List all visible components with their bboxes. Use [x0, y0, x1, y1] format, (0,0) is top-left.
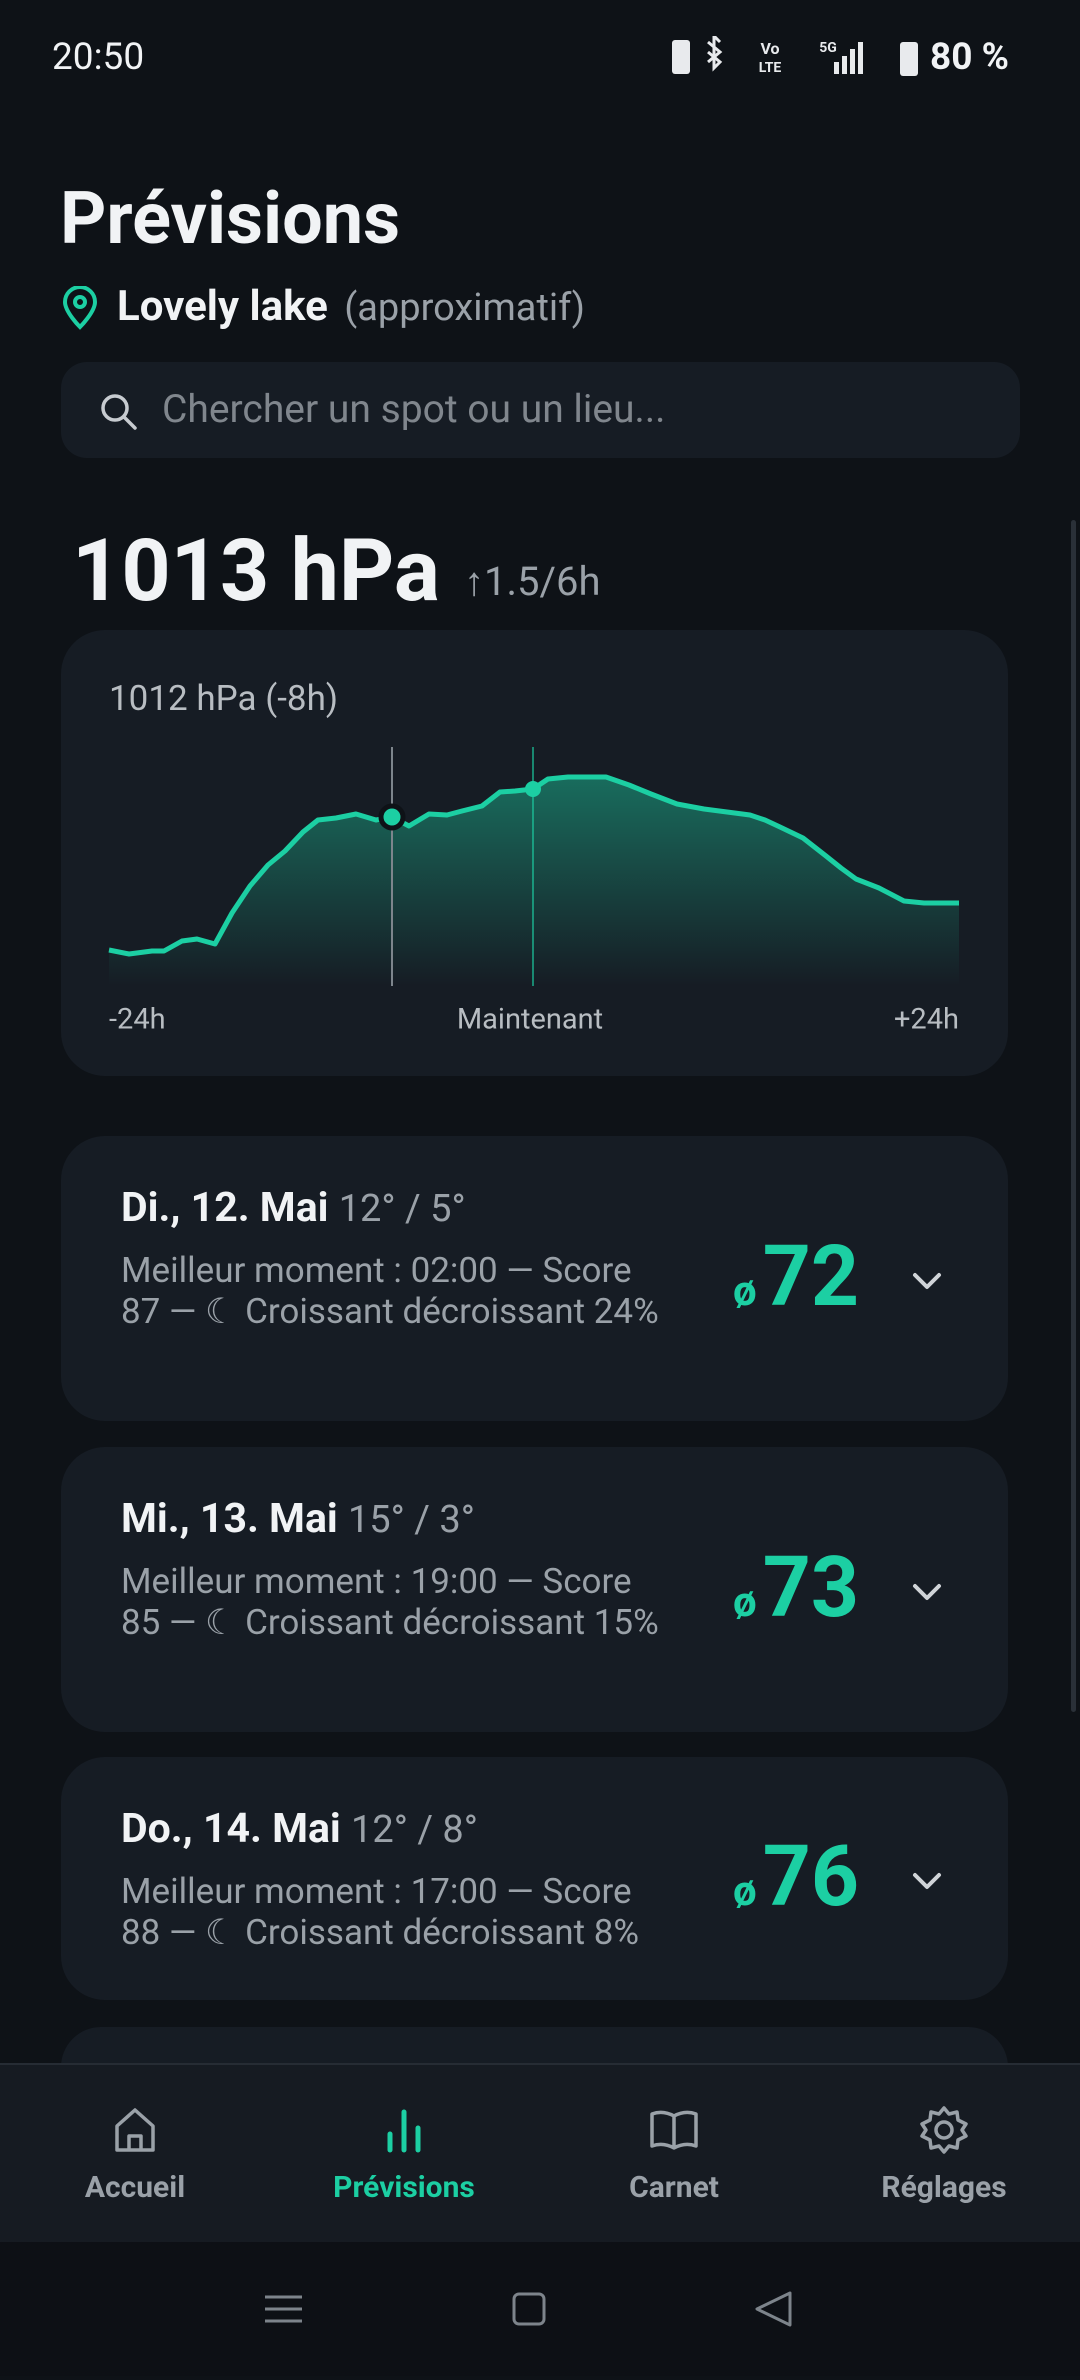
score-value: 73 [762, 1537, 860, 1637]
location-note: (approximatif) [344, 286, 585, 330]
day-detail: Meilleur moment : 02:00 — Score 87 — ☾ C… [121, 1250, 659, 1332]
day-score: ø76 [733, 1827, 859, 1926]
day-score: ø72 [733, 1227, 859, 1326]
system-nav [0, 2242, 1080, 2376]
page-title: Prévisions [60, 176, 401, 261]
curve-line [108, 774, 959, 957]
svg-text:5G: 5G [819, 40, 837, 56]
nav-icon [115, 2108, 155, 2152]
score-value: 76 [762, 1826, 860, 1926]
location-row: Lovely lake (approximatif) [117, 282, 585, 331]
scrollbar [1071, 520, 1076, 1712]
system-nav-icons [265, 2291, 792, 2327]
day-temps: 12° / 5° [338, 1187, 466, 1231]
pressure-label: 1012 hPa (-8h) [109, 678, 339, 719]
score-value: 72 [762, 1226, 860, 1326]
svg-text:Vo: Vo [760, 39, 779, 58]
status-icons: Vo LTE 5G [672, 36, 918, 76]
day-title: Mi., 13. Mai [121, 1495, 338, 1543]
day-temps: 15° / 3° [347, 1498, 475, 1542]
score-symbol: ø [733, 1577, 757, 1627]
nav-item[interactable]: Accueil [5, 2104, 265, 2205]
pressure-curve: -24h Maintenant +24h [108, 747, 959, 1037]
pressure-trend: ↑1.5/6h [464, 558, 601, 605]
day-detail: Meilleur moment : 17:00 — Score 88 — ☾ C… [121, 1871, 640, 1953]
x-label: +24h [894, 1003, 959, 1037]
day-card[interactable]: Do., 14. Mai 12° / 8° Meilleur moment : 1… [61, 1757, 1008, 2000]
day-card[interactable]: Di., 12. Mai 12° / 5° Meilleur moment : 0… [61, 1136, 1008, 1421]
now-dot [525, 781, 541, 797]
nav-label: Carnet [629, 2170, 719, 2205]
expand-chevron[interactable] [909, 1580, 945, 1604]
search-placeholder: Chercher un spot ou un lieu... [162, 386, 666, 432]
expand-chevron[interactable] [909, 1869, 945, 1893]
svg-text:LTE: LTE [759, 60, 782, 76]
cursor-dot [378, 803, 406, 831]
day-temps: 12° / 8° [350, 1808, 478, 1852]
nav-item[interactable]: Réglages [814, 2104, 1074, 2205]
location-pin [62, 286, 98, 330]
bottom-nav [0, 2063, 1080, 2244]
nav-icon [920, 2106, 968, 2154]
x-label: Maintenant [457, 1003, 603, 1037]
day-heading: Mi., 13. Mai 15° / 3° [121, 1495, 475, 1543]
day-heading: Di., 12. Mai 12° / 5° [121, 1184, 466, 1232]
nav-item[interactable]: Carnet [544, 2104, 804, 2205]
nav-icon [650, 2110, 698, 2150]
day-card[interactable]: Mi., 13. Mai 15° / 3° Meilleur moment : 1… [61, 1447, 1008, 1732]
status-battery: 80 % [930, 36, 1010, 79]
day-title: Di., 12. Mai [121, 1184, 329, 1232]
day-detail: Meilleur moment : 19:00 — Score 85 — ☾ C… [121, 1561, 659, 1643]
nav-label: Réglages [881, 2170, 1007, 2205]
day-heading: Do., 14. Mai 12° / 8° [121, 1805, 478, 1853]
day-title: Do., 14. Mai [121, 1805, 341, 1853]
location-name: Lovely lake [117, 282, 328, 331]
nav-item[interactable]: Prévisions [274, 2104, 534, 2205]
score-symbol: ø [733, 1266, 757, 1316]
score-symbol: ø [733, 1866, 757, 1916]
search-icon [101, 394, 137, 430]
nav-label: Prévisions [333, 2170, 475, 2205]
x-label: -24h [109, 1003, 166, 1037]
nav-label: Accueil [84, 2170, 186, 2205]
pressure-value: 1013 hPa [72, 520, 440, 621]
search-box[interactable]: Chercher un spot ou un lieu... [61, 362, 1020, 458]
status-time: 20:50 [52, 36, 145, 79]
expand-chevron[interactable] [909, 1269, 945, 1293]
day-score: ø73 [733, 1538, 859, 1637]
nav-icon [387, 2109, 421, 2153]
